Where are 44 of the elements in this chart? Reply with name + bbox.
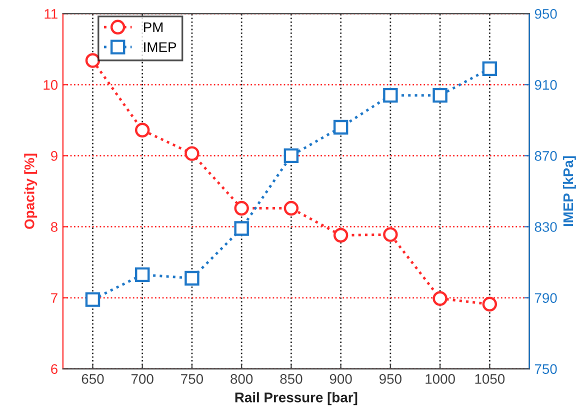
y-axis-title: Opacity [%]: [24, 154, 38, 229]
point: [134, 267, 150, 282]
x-tick-label: 750: [181, 374, 204, 384]
y2-tick-label: 790: [534, 293, 557, 303]
x-tick-label: 650: [82, 374, 104, 384]
legend-label: IMEP: [144, 42, 176, 52]
point: [184, 146, 200, 161]
y2-tick-label: 950: [534, 8, 557, 19]
legend-label: PM: [144, 22, 163, 32]
point: [383, 227, 398, 242]
point: [482, 296, 498, 312]
x-axis-title: Rail Pressure [bar]: [235, 392, 358, 406]
point: [482, 61, 498, 76]
point: [333, 120, 348, 135]
y2-tick-label: 830: [534, 222, 557, 232]
y-tick-label: 9: [51, 151, 58, 161]
point: [234, 221, 249, 236]
y2-tick-label: 750: [534, 364, 557, 374]
point: [284, 200, 299, 216]
y2-tick-label: 910: [534, 80, 557, 90]
point: [284, 148, 299, 164]
point: [234, 200, 249, 216]
point: [134, 122, 150, 138]
point: [432, 88, 448, 103]
point: [85, 292, 100, 307]
y2-tick-label: 870: [534, 151, 557, 161]
x-tick-label: 700: [131, 374, 154, 384]
point: [85, 53, 100, 68]
y-tick-label: 11: [44, 9, 58, 19]
y-tick-label: 7: [51, 293, 58, 303]
y-tick-label: 6: [51, 364, 58, 374]
x-tick-label: 950: [380, 374, 402, 384]
x-tick-label: 800: [230, 374, 253, 384]
y-tick-label: 10: [44, 80, 58, 90]
point: [333, 228, 348, 243]
point: [184, 270, 200, 286]
point: [383, 88, 398, 103]
x-tick-label: 850: [280, 374, 302, 384]
x-tick-label: 1050: [475, 374, 505, 384]
y2-axis-title: IMEP [kPa]: [562, 156, 576, 226]
x-tick-label: 900: [330, 374, 352, 384]
y-tick-label: 8: [50, 222, 58, 232]
x-tick-label: 1000: [426, 374, 455, 384]
point: [432, 291, 448, 306]
